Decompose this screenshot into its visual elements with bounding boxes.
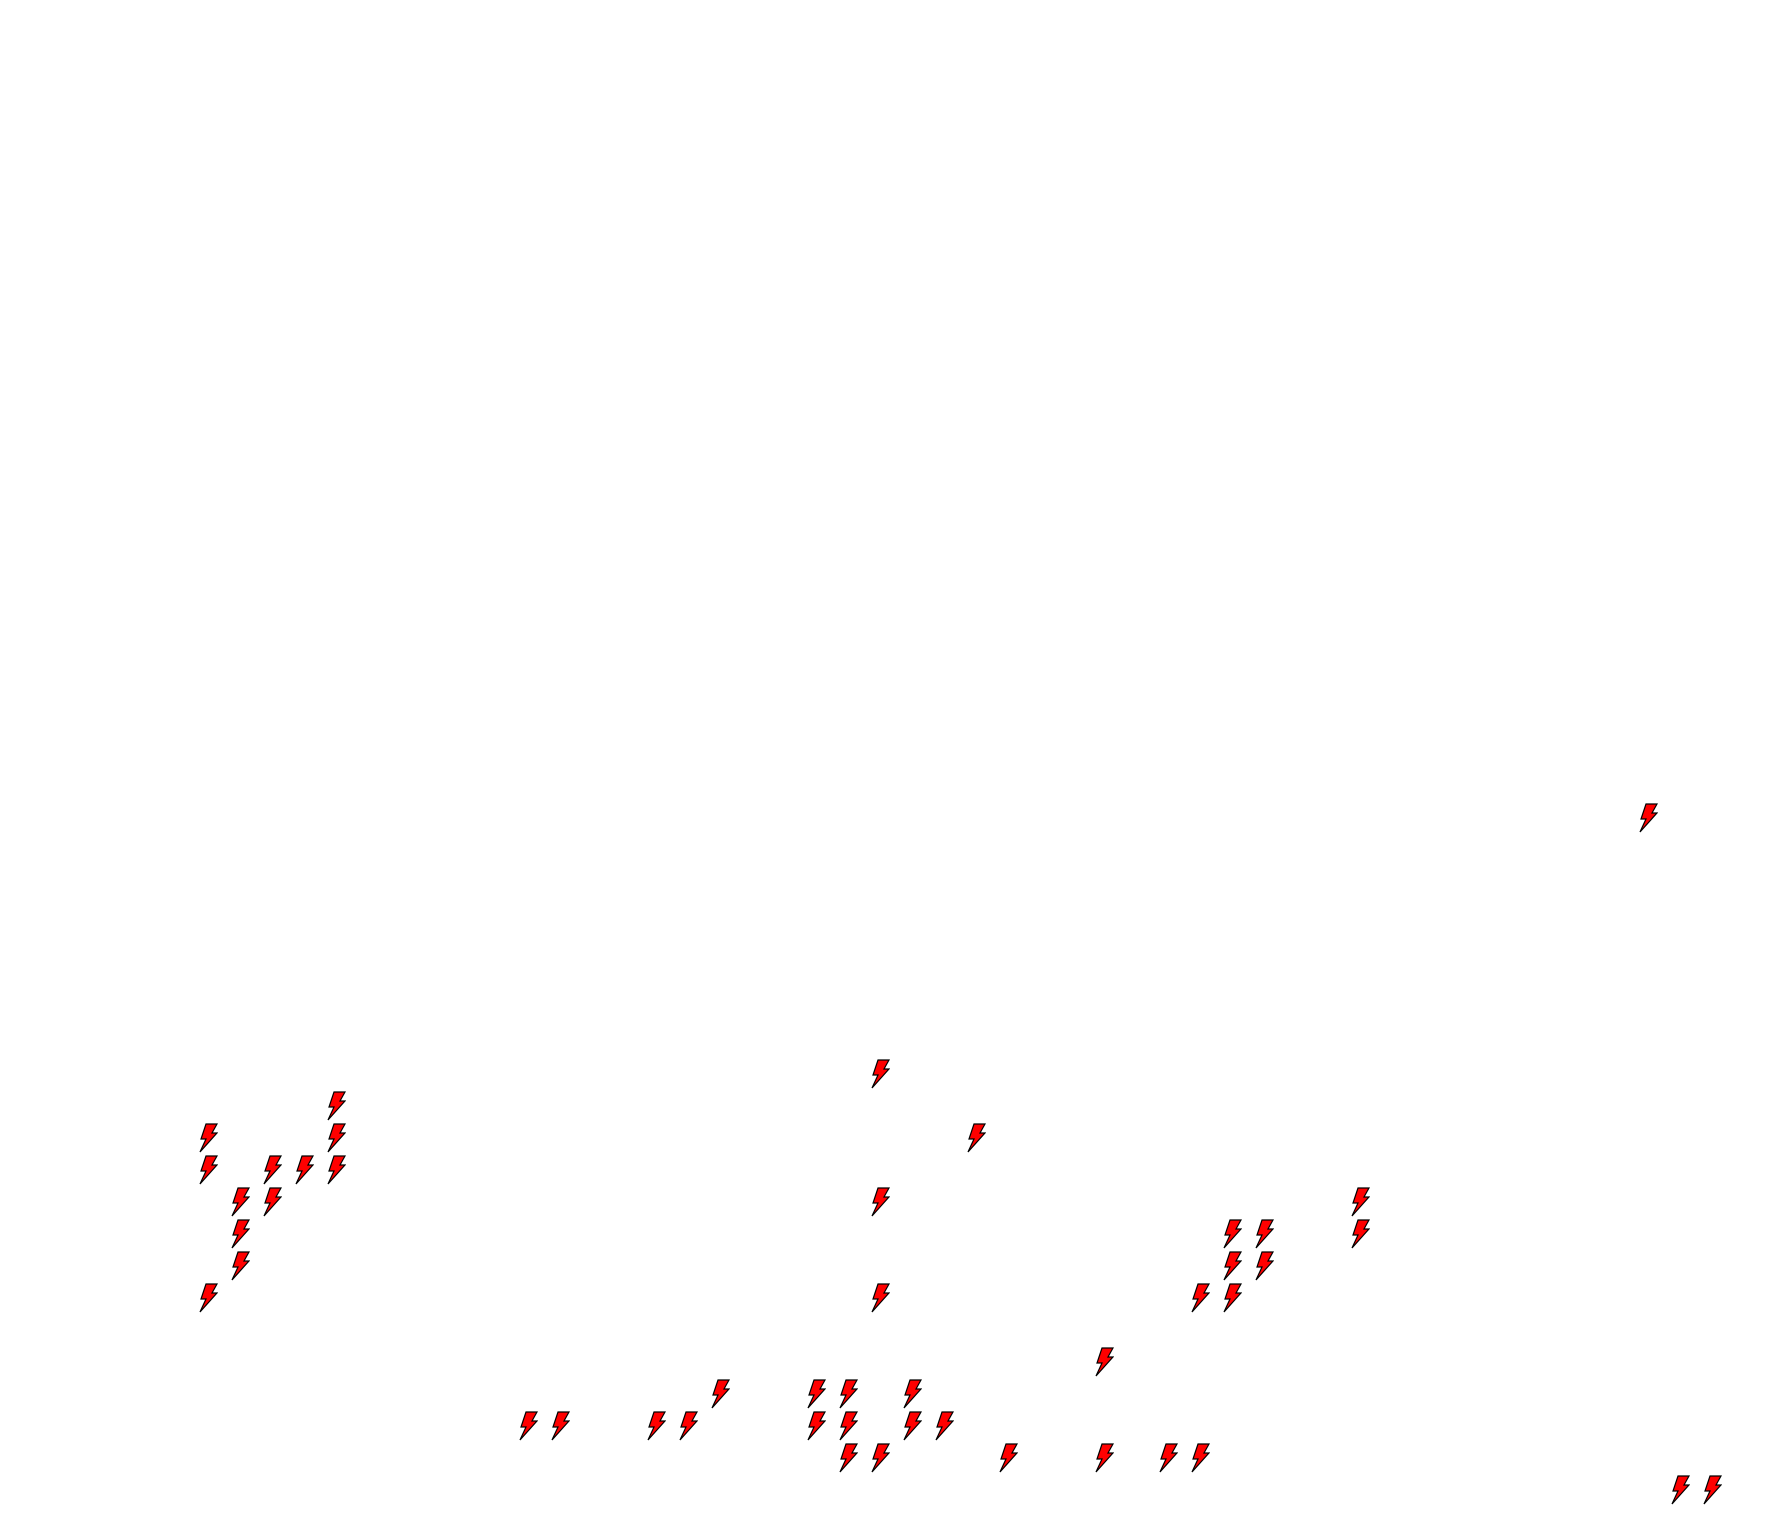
lightning-bolt-icon [902, 1379, 922, 1409]
lightning-bolt-icon [806, 1379, 826, 1409]
lightning-bolt-icon [294, 1155, 314, 1185]
lightning-bolt-icon [326, 1155, 346, 1185]
lightning-bolt-icon [838, 1443, 858, 1473]
lightning-bolt-icon [198, 1155, 218, 1185]
lightning-bolt-icon [710, 1379, 730, 1409]
lightning-bolt-icon [678, 1411, 698, 1441]
lightning-bolt-icon [1670, 1475, 1690, 1505]
lightning-bolt-icon [870, 1283, 890, 1313]
lightning-bolt-icon [1158, 1443, 1178, 1473]
lightning-bolt-icon [230, 1251, 250, 1281]
lightning-bolt-icon [1638, 803, 1658, 833]
lightning-bolt-icon [1222, 1251, 1242, 1281]
lightning-bolt-icon [870, 1443, 890, 1473]
lightning-bolt-icon [1190, 1283, 1210, 1313]
lightning-bolt-icon [198, 1283, 218, 1313]
lightning-bolt-icon [966, 1123, 986, 1153]
lightning-bolt-icon [1350, 1187, 1370, 1217]
lightning-bolt-icon [806, 1411, 826, 1441]
lightning-bolt-icon [262, 1155, 282, 1185]
lightning-bolt-icon [998, 1443, 1018, 1473]
lightning-bolt-icon [230, 1219, 250, 1249]
lightning-bolt-icon [934, 1411, 954, 1441]
lightning-bolt-icon [870, 1059, 890, 1089]
lightning-bolt-icon [838, 1379, 858, 1409]
lightning-bolt-icon [230, 1187, 250, 1217]
lightning-bolt-icon [198, 1123, 218, 1153]
lightning-bolt-icon [870, 1187, 890, 1217]
lightning-bolt-icon [838, 1411, 858, 1441]
lightning-bolt-icon [1094, 1443, 1114, 1473]
lightning-bolt-icon [1350, 1219, 1370, 1249]
lightning-bolt-icon [1222, 1219, 1242, 1249]
lightning-bolt-icon [1254, 1219, 1274, 1249]
lightning-bolt-icon [550, 1411, 570, 1441]
lightning-bolt-icon [326, 1091, 346, 1121]
lightning-bolt-icon [1190, 1443, 1210, 1473]
lightning-bolt-icon [326, 1123, 346, 1153]
lightning-bolt-icon [1094, 1347, 1114, 1377]
lightning-bolt-icon [646, 1411, 666, 1441]
lightning-bolt-icon [1222, 1283, 1242, 1313]
lightning-bolt-icon [518, 1411, 538, 1441]
lightning-bolt-icon [1254, 1251, 1274, 1281]
lightning-bolt-icon [902, 1411, 922, 1441]
lightning-bolt-icon [1702, 1475, 1722, 1505]
lightning-bolt-icon [262, 1187, 282, 1217]
